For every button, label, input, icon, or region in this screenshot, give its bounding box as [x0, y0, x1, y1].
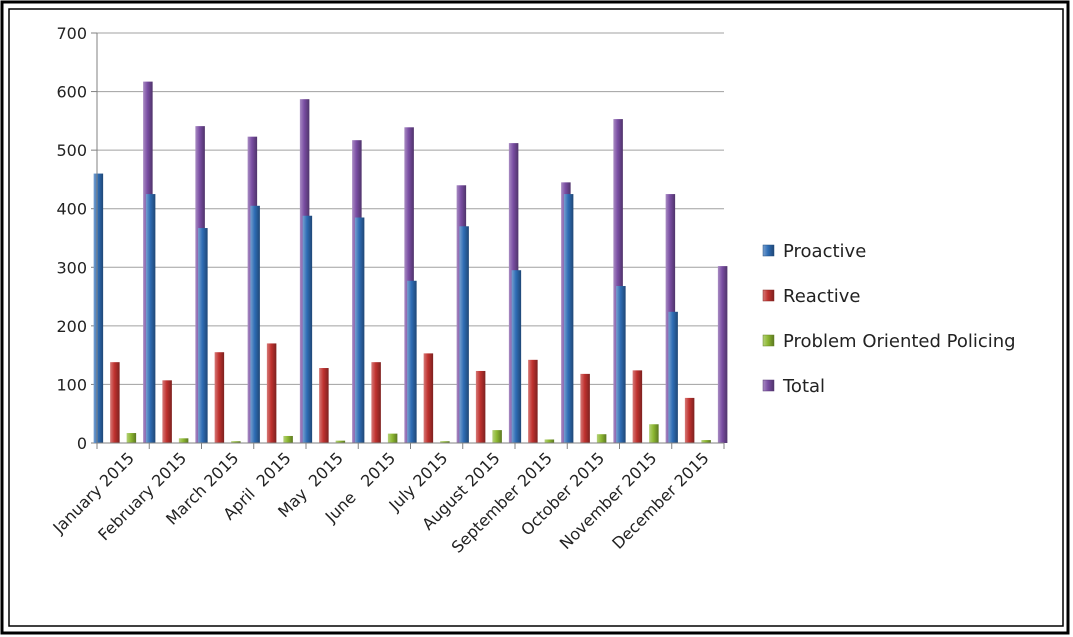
- bar-proactive: [616, 286, 626, 443]
- bar-proactive: [198, 228, 208, 443]
- y-tick-label: 0: [77, 434, 87, 453]
- bar-proactive: [407, 280, 417, 443]
- bar-proactive: [459, 226, 469, 443]
- legend-label: Problem Oriented Policing: [783, 331, 1016, 352]
- y-tick-label: 100: [56, 375, 87, 394]
- bar-reactive: [266, 343, 277, 443]
- inner-border: [8, 8, 1064, 627]
- legend-label: Total: [782, 376, 825, 397]
- legend-label: Proactive: [783, 241, 866, 262]
- bar-reactive: [371, 362, 381, 443]
- bar-total: [717, 266, 728, 443]
- bar-proactive: [250, 205, 260, 443]
- bar-problem-oriented-policing: [178, 438, 189, 443]
- bar-reactive: [528, 359, 538, 443]
- bar-problem-oriented-policing: [596, 434, 607, 443]
- bar-proactive: [145, 194, 156, 443]
- legend: Proactive Reactive Problem Oriented Polici…: [762, 241, 1016, 397]
- legend-swatch: [762, 379, 775, 392]
- bar-reactive: [162, 380, 172, 443]
- bar-problem-oriented-policing: [492, 430, 502, 443]
- bar-reactive: [684, 397, 695, 443]
- y-tick-label: 300: [56, 258, 87, 277]
- bar-reactive: [110, 362, 120, 443]
- bar-problem-oriented-policing: [544, 439, 555, 443]
- bar-problem-oriented-policing: [387, 433, 398, 443]
- bar-proactive: [563, 194, 574, 443]
- y-tick-label: 700: [56, 24, 87, 43]
- bar-problem-oriented-policing: [335, 440, 346, 443]
- bar-proactive: [668, 311, 678, 443]
- bar-proactive: [93, 173, 104, 444]
- legend-label: Reactive: [783, 286, 860, 307]
- bar-total: [613, 119, 623, 443]
- bars: [93, 81, 728, 444]
- y-tick-label: 200: [56, 317, 87, 336]
- bar-problem-oriented-policing: [126, 433, 137, 443]
- bar-reactive: [580, 373, 590, 443]
- bar-problem-oriented-policing: [649, 424, 659, 443]
- bar-problem-oriented-policing: [231, 441, 241, 443]
- bar-reactive: [214, 352, 225, 443]
- bar-reactive: [632, 370, 643, 443]
- legend-swatch: [762, 244, 775, 257]
- y-axis-ticks: 0 100 200 300 400 500 600 700: [56, 24, 97, 453]
- bar-proactive: [354, 217, 365, 443]
- bar-proactive: [302, 215, 313, 443]
- y-tick-label: 400: [56, 200, 87, 219]
- y-tick-label: 600: [56, 83, 87, 102]
- bar-problem-oriented-policing: [701, 440, 711, 443]
- y-tick-label: 500: [56, 141, 87, 160]
- bar-problem-oriented-policing: [440, 441, 450, 443]
- bar-proactive: [511, 270, 522, 443]
- bar-problem-oriented-policing: [283, 435, 293, 443]
- bar-reactive: [423, 353, 434, 443]
- legend-swatch: [762, 334, 775, 347]
- bar-reactive: [475, 370, 486, 443]
- bar-reactive: [319, 368, 329, 443]
- legend-swatch: [762, 289, 775, 302]
